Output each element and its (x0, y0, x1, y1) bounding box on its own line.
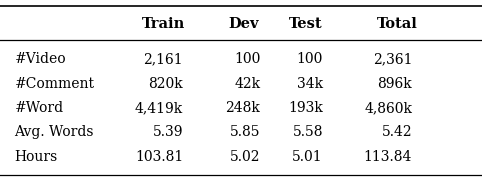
Text: Train: Train (142, 17, 186, 31)
Text: Hours: Hours (14, 150, 58, 164)
Text: 5.01: 5.01 (292, 150, 323, 164)
Text: 5.42: 5.42 (381, 125, 412, 139)
Text: #Word: #Word (14, 101, 64, 115)
Text: Total: Total (377, 17, 418, 31)
Text: Test: Test (289, 17, 323, 31)
Text: 5.85: 5.85 (230, 125, 260, 139)
Text: #Comment: #Comment (14, 77, 94, 91)
Text: Avg. Words: Avg. Words (14, 125, 94, 139)
Text: 5.39: 5.39 (153, 125, 183, 139)
Text: #Video: #Video (14, 52, 66, 66)
Text: 100: 100 (296, 52, 323, 66)
Text: 103.81: 103.81 (135, 150, 183, 164)
Text: Dev: Dev (228, 17, 259, 31)
Text: 5.58: 5.58 (293, 125, 323, 139)
Text: 42k: 42k (234, 77, 260, 91)
Text: 5.02: 5.02 (230, 150, 260, 164)
Text: 34k: 34k (297, 77, 323, 91)
Text: 100: 100 (234, 52, 260, 66)
Text: 820k: 820k (148, 77, 183, 91)
Text: 896k: 896k (377, 77, 412, 91)
Text: 193k: 193k (288, 101, 323, 115)
Text: 2,361: 2,361 (373, 52, 412, 66)
Text: 113.84: 113.84 (364, 150, 412, 164)
Text: 4,860k: 4,860k (364, 101, 412, 115)
Text: 248k: 248k (226, 101, 260, 115)
Text: 2,161: 2,161 (144, 52, 183, 66)
Text: 4,419k: 4,419k (135, 101, 183, 115)
